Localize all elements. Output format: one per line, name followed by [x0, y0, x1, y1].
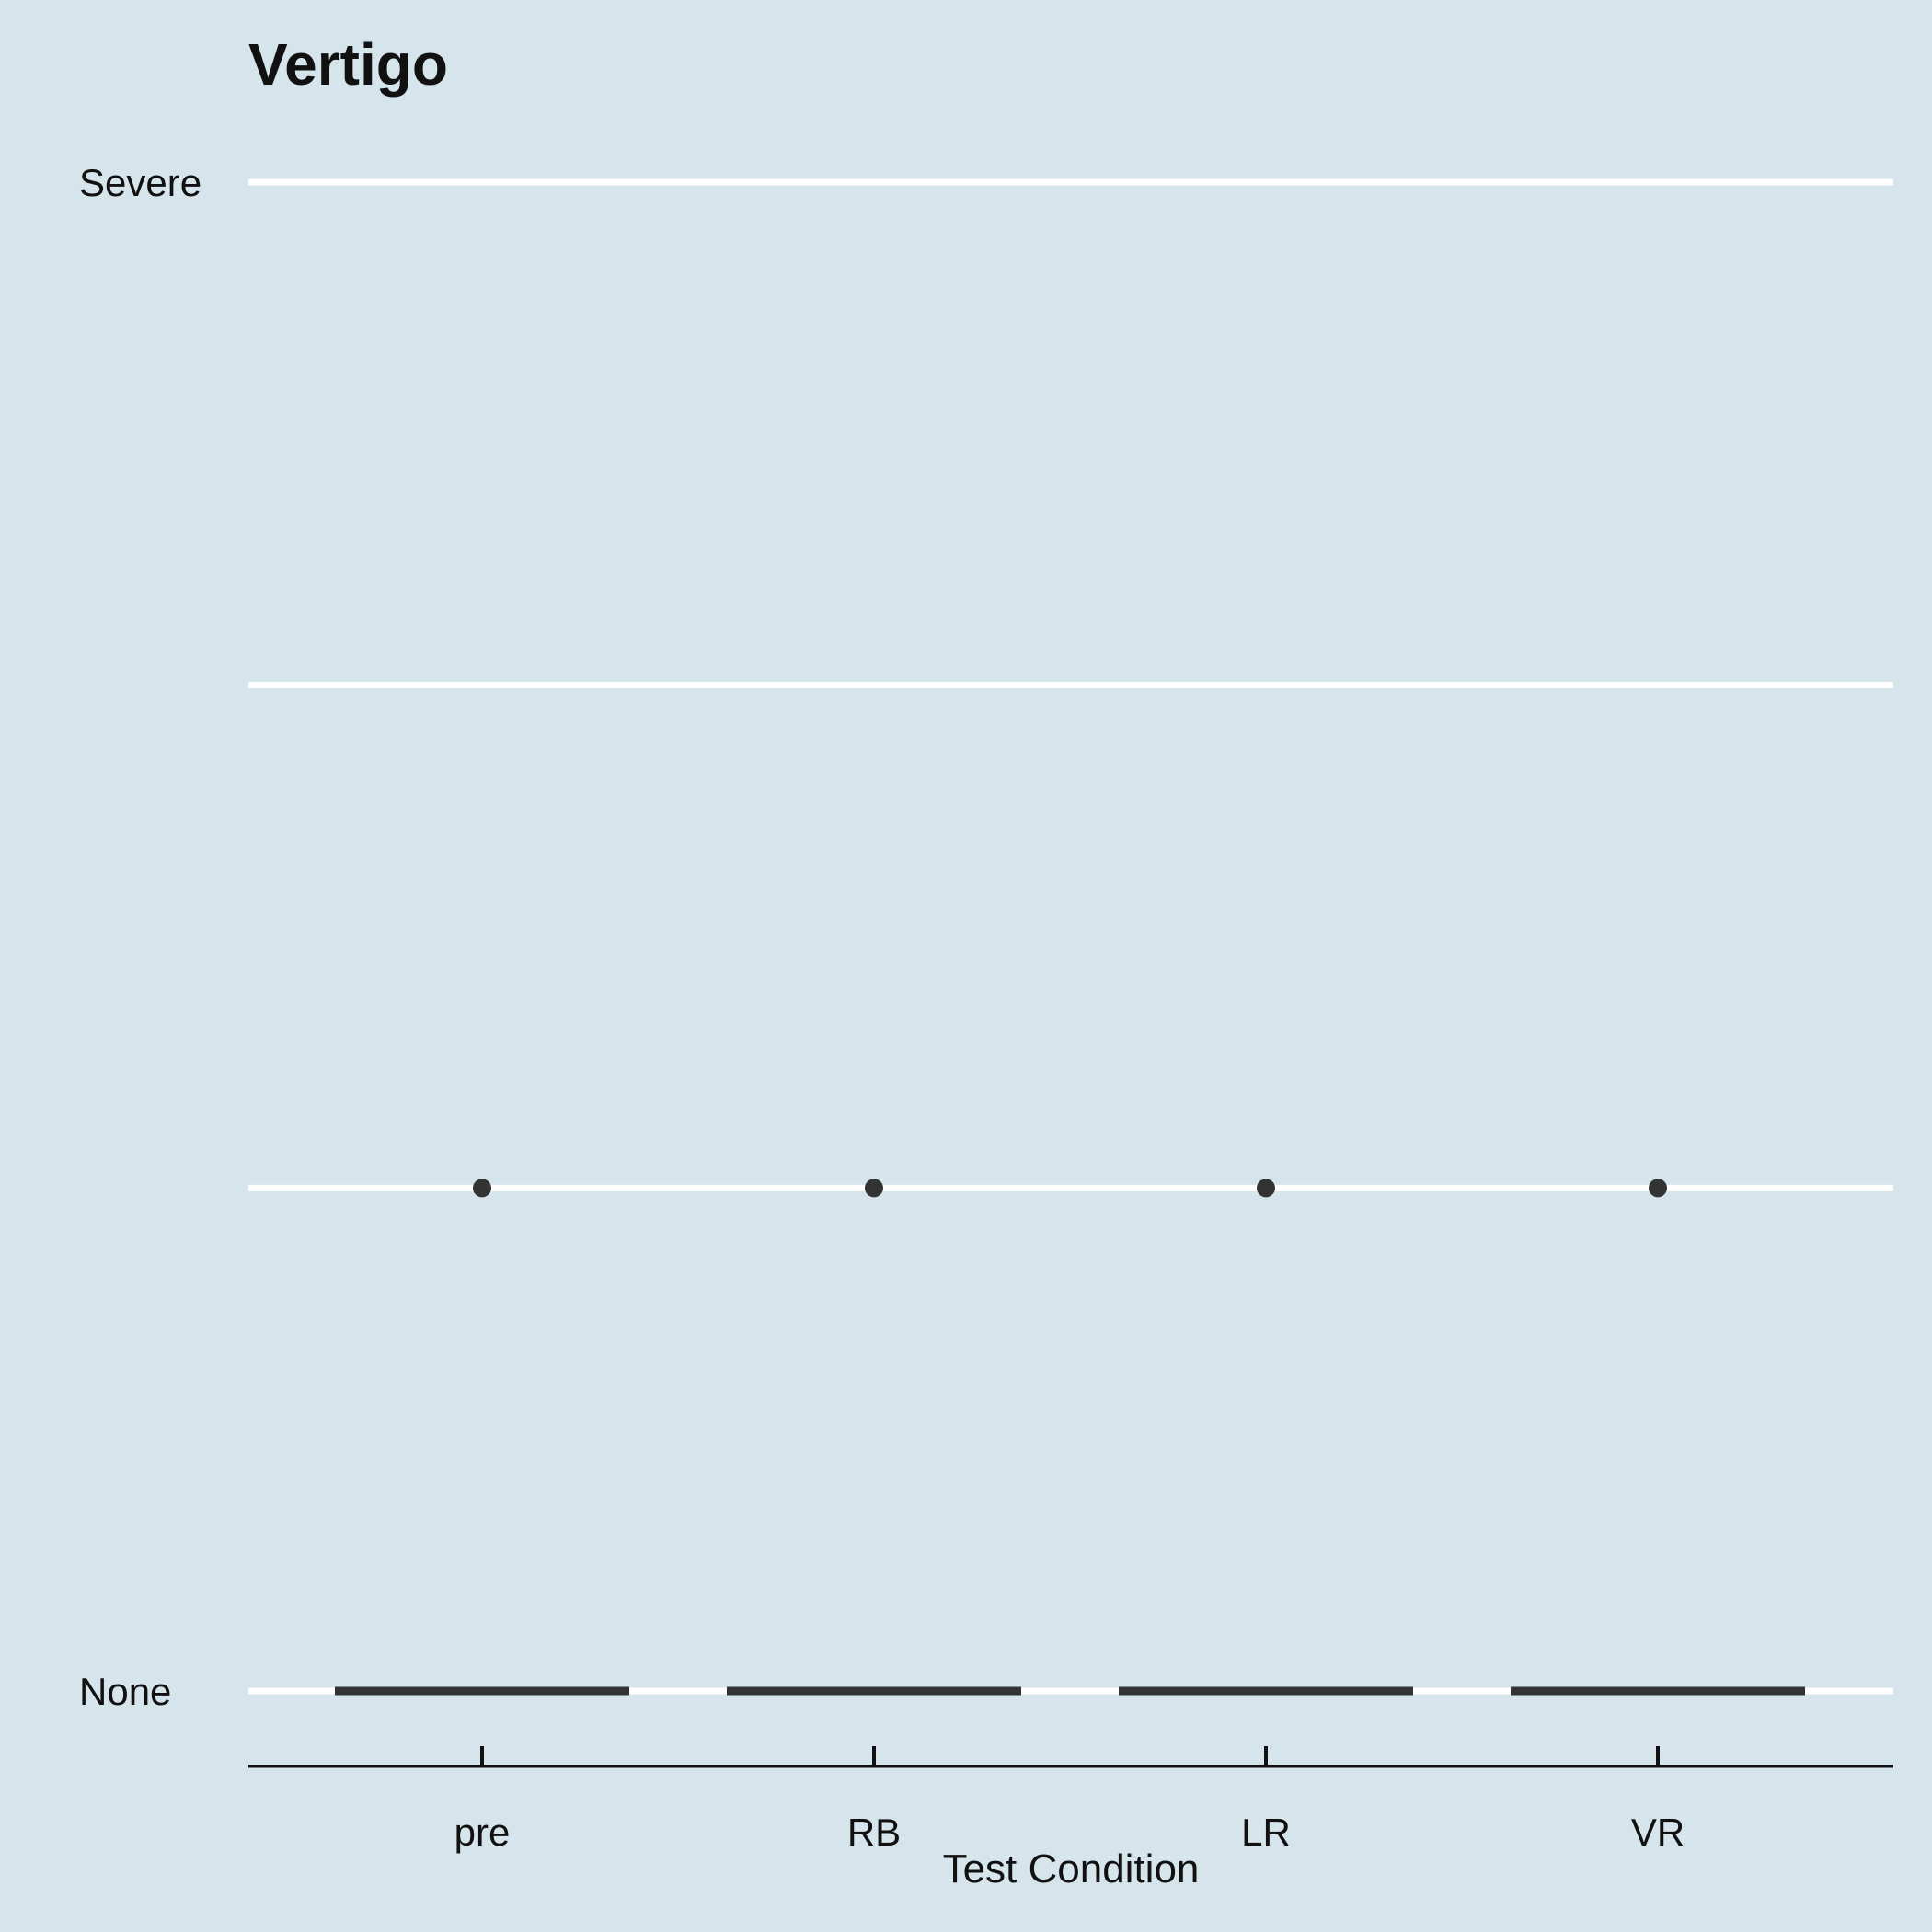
box-marks: [335, 1179, 1805, 1696]
box-pre: [335, 1179, 629, 1696]
chart-title: Vertigo: [248, 31, 448, 98]
y-axis-labels: Severe None: [79, 161, 201, 1713]
outlier-point: [473, 1179, 491, 1198]
box-VR: [1511, 1179, 1805, 1696]
outlier-point: [1257, 1179, 1275, 1198]
y-tick-label: None: [79, 1670, 171, 1713]
x-tick-label: RB: [847, 1811, 901, 1854]
box-LR: [1119, 1179, 1413, 1696]
x-tick-label: VR: [1631, 1811, 1685, 1854]
x-axis-title: Test Condition: [943, 1846, 1200, 1892]
x-tick-label: pre: [454, 1811, 511, 1854]
x-axis: pre RB LR VR: [248, 1746, 1893, 1854]
box-RB: [727, 1179, 1021, 1696]
outlier-point: [865, 1179, 883, 1198]
y-tick-label: Severe: [79, 161, 201, 204]
outlier-point: [1649, 1179, 1667, 1198]
x-tick-label: LR: [1241, 1811, 1291, 1854]
